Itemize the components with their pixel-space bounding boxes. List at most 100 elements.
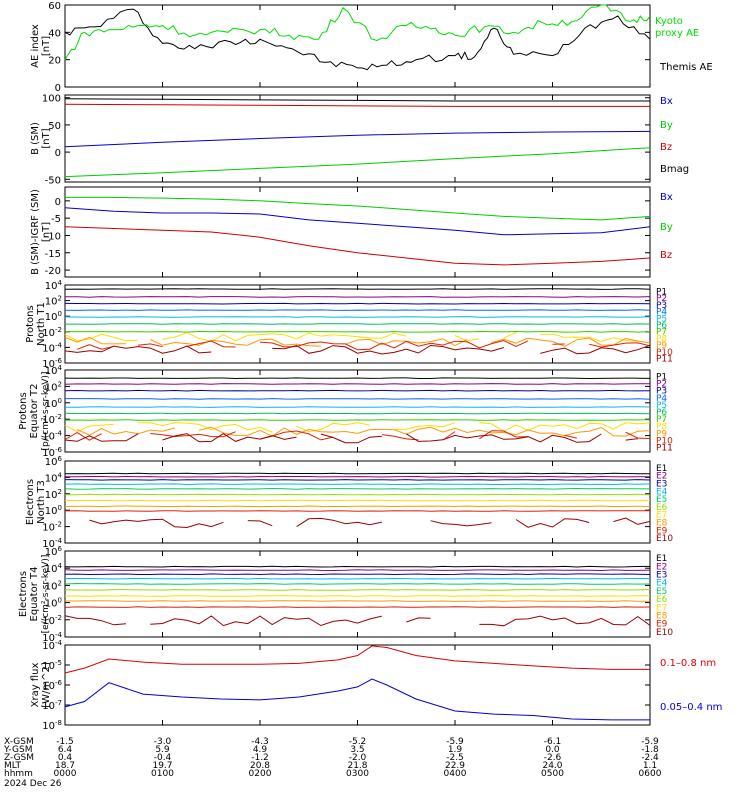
series-line-by (64, 147, 651, 178)
y-axis-label: Electrons (25, 479, 36, 525)
legend-p1: P1 (656, 373, 667, 383)
y-tick-label: 10-4 (42, 639, 62, 652)
y-tick-label: 60 (48, 1, 61, 12)
legend-themis-ae: Themis AE (659, 62, 713, 73)
series-line-e6 (64, 589, 651, 591)
footer-value: -1.5 (56, 737, 74, 747)
footer-value: 22.9 (445, 761, 465, 771)
footer-value: -5.2 (349, 737, 367, 747)
legend-e7: E7 (656, 511, 667, 521)
y-tick-label: 0 (55, 197, 61, 208)
y-axis-label: Protons (25, 305, 36, 342)
legend-e1: E1 (656, 464, 667, 474)
footer-value: 19.7 (152, 761, 172, 771)
series-line-p4 (65, 398, 651, 400)
series-line-p9 (76, 426, 651, 437)
footer-value: 0300 (346, 769, 369, 779)
y-tick-label: -20 (45, 266, 61, 277)
y-tick-label: 102 (45, 488, 62, 501)
footer-value: 20.8 (250, 761, 270, 771)
legend-p3: P3 (656, 387, 667, 397)
footer-value: 21.8 (347, 761, 367, 771)
legend-by: By (660, 222, 673, 233)
footer-value: 0600 (639, 769, 662, 779)
panel-3: -20 -15 -10 -5 0 B (SM)-IGRF (SM) [nT] Bx By Bz (30, 186, 673, 278)
footer-value: 0.0 (545, 745, 560, 755)
y-tick-label: 102 (45, 295, 62, 308)
legend-p11: P11 (656, 355, 673, 365)
legend-e8: E8 (656, 612, 668, 622)
legend-e9: E9 (656, 620, 668, 630)
footer-value: -3.0 (154, 737, 172, 747)
legend-kyoto-proxy-ae: Kyoto (655, 16, 683, 27)
legend-p3: P3 (656, 301, 667, 311)
footer-value: -1.2 (251, 753, 269, 763)
legend-e4: E4 (656, 579, 668, 589)
series-line-e1 (64, 472, 651, 475)
legend-p5: P5 (656, 314, 667, 324)
legend-p10: P10 (656, 348, 673, 358)
legend-e3: E3 (656, 571, 667, 581)
legend-by: By (660, 120, 673, 131)
y-tick-label: 100 (42, 94, 61, 105)
footer-value: 5.9 (155, 745, 170, 755)
legend-kyoto-proxy-ae-2: proxy AE (655, 28, 699, 39)
series-line-p8 (64, 422, 651, 433)
series-line-0-1-0-8-nm (64, 645, 650, 674)
y-tick-label: 0 (55, 148, 61, 159)
legend-p4: P4 (656, 308, 667, 318)
series-line-e4 (64, 483, 651, 486)
y-tick-label: 10-8 (42, 719, 62, 732)
panel-frame (64, 369, 651, 453)
series-line-bz (64, 226, 651, 266)
footer-value: 0400 (444, 769, 467, 779)
y-tick-label: 104 (45, 471, 63, 484)
footer-value: 1.1 (643, 761, 657, 771)
legend-e5: E5 (656, 495, 667, 505)
series-line-p3 (64, 389, 651, 392)
footer-value: 0500 (541, 769, 564, 779)
y-tick-label: 40 (48, 28, 61, 39)
legend-p5: P5 (656, 401, 667, 411)
series-line-bx (64, 130, 651, 148)
series-line-p1 (64, 288, 651, 290)
legend-p9: P9 (656, 429, 667, 439)
series-line-e1 (64, 565, 651, 568)
series-line-p10 (64, 430, 651, 441)
legend-e3: E3 (656, 480, 667, 490)
panel-frame (64, 94, 651, 183)
legend-e2: E2 (656, 472, 667, 482)
y-tick-label: -5 (51, 214, 61, 225)
footer-row-label: X-GSM (4, 737, 34, 747)
y-axis-unit: [W/m^2] (41, 662, 52, 708)
footer-value: -5.9 (641, 737, 659, 747)
footer-row-label: Y-GSM (3, 745, 32, 755)
y-tick-label: 0 (55, 83, 61, 94)
legend-p8: P8 (656, 334, 667, 344)
legend-e2: E2 (656, 562, 667, 572)
panel-2: -50 0 50 100 B (SM) [nT] Bx By Bz Bmag (30, 94, 689, 187)
y-axis-label-2: Equator T4 (29, 567, 40, 622)
footer-value: -1.8 (641, 745, 659, 755)
series-line-p11 (64, 433, 638, 444)
y-tick-label: 106 (45, 455, 63, 468)
footer-value: -6.1 (544, 737, 562, 747)
y-tick-label: 50 (48, 121, 61, 132)
footer-value: 4.9 (253, 745, 268, 755)
y-axis-label-2: Equator T2 (29, 384, 40, 439)
footer-value: -4.3 (251, 737, 269, 747)
series-line-e10 (89, 517, 651, 529)
footer-value: 0.4 (58, 753, 73, 763)
legend-e8: E8 (656, 519, 668, 529)
series-line-e3 (64, 479, 651, 481)
series-line-e8 (64, 505, 651, 508)
y-axis-label-2: North T1 (36, 302, 47, 346)
legend-p8: P8 (656, 422, 667, 432)
y-axis-unit: [nT] (41, 222, 52, 242)
legend-bx: Bx (660, 192, 673, 203)
series-line-p9 (64, 336, 651, 347)
